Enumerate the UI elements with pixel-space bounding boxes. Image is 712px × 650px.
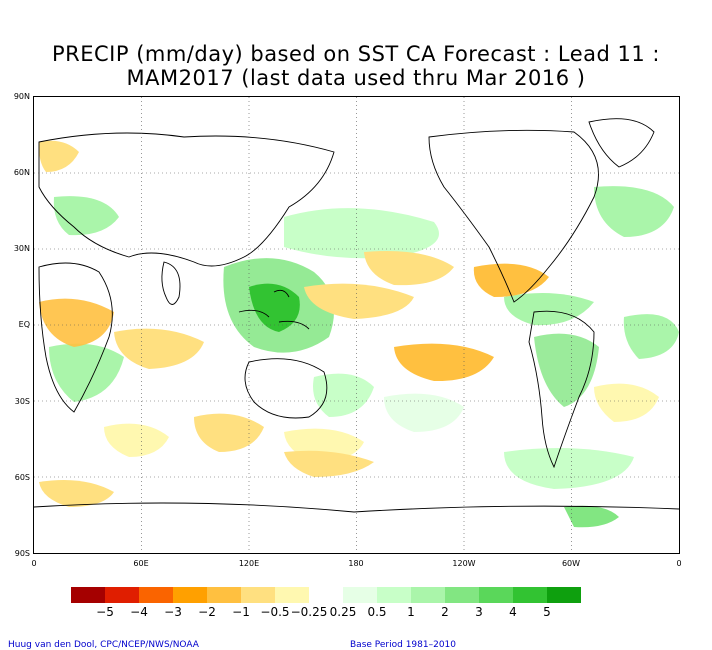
map-canvas — [34, 97, 679, 553]
legend-label: −2 — [198, 605, 216, 619]
legend-swatch — [445, 587, 479, 603]
lon-label-60e: 60E — [133, 559, 149, 568]
legend-swatch — [309, 587, 343, 603]
lon-label-0: 0 — [31, 559, 37, 568]
lat-label-eq: EQ — [18, 320, 30, 329]
lon-label-120w: 120W — [452, 559, 476, 568]
legend-label: −3 — [164, 605, 182, 619]
legend-label: −1 — [232, 605, 250, 619]
legend-swatch — [173, 587, 207, 603]
lon-label-120e: 120E — [238, 559, 260, 568]
dry-south-pacific-core — [394, 343, 494, 382]
dry-siberia — [38, 140, 79, 172]
legend-label: −5 — [96, 605, 114, 619]
legend-swatch — [275, 587, 309, 603]
continent-outlines — [34, 118, 679, 513]
legend-swatch — [71, 587, 105, 603]
color-legend — [71, 587, 581, 603]
outline-maritime-islands — [238, 289, 310, 330]
wet-southern-ocean — [504, 448, 634, 489]
dry-australia-south — [194, 413, 264, 452]
credit-author: Huug van den Dool, CPC/NCEP/NWS/NOAA — [8, 640, 199, 650]
legend-swatch — [105, 587, 139, 603]
wet-south-pacific — [313, 373, 374, 417]
lon-label-180: 180 — [348, 559, 364, 568]
legend-swatch — [547, 587, 581, 603]
outline-australia — [244, 358, 328, 419]
wet-east-atlantic — [623, 314, 679, 359]
outline-antarctica — [34, 502, 679, 513]
legend-label: 3 — [475, 605, 483, 619]
legend-label: 0.5 — [367, 605, 387, 619]
outline-india — [161, 261, 181, 305]
credit-base-period: Base Period 1981–2010 — [350, 640, 457, 650]
lat-label-60s: 60S — [14, 473, 30, 482]
wet-regions — [49, 186, 679, 528]
wet-north-atlantic — [594, 186, 674, 237]
wet-maritime-core — [249, 283, 300, 332]
legend-label: 1 — [407, 605, 415, 619]
dry-indian-ocean — [114, 328, 204, 369]
wet-north-pacific — [284, 208, 439, 259]
lat-label-30s: 30S — [14, 397, 30, 406]
outline-south-america — [528, 310, 595, 469]
outline-africa — [38, 262, 113, 413]
dry-equatorial-pacific — [304, 283, 414, 319]
wet-europe — [53, 196, 119, 236]
legend-swatch — [343, 587, 377, 603]
lat-label-60n: 60N — [13, 168, 30, 177]
dry-east-africa — [39, 298, 114, 347]
legend-swatch — [411, 587, 445, 603]
outline-greenland — [588, 118, 655, 168]
lat-label-30n: 30N — [13, 244, 30, 253]
lon-label-0-end: 0 — [676, 559, 682, 568]
lon-label-60w: 60W — [561, 559, 581, 568]
outline-north-america — [428, 129, 599, 303]
chart-title-line2: MAM2017 (last data used thru Mar 2016 ) — [126, 66, 586, 90]
dry-east-pacific — [284, 450, 374, 477]
wet-antarctic-coast — [564, 505, 619, 528]
precip-anomaly-map — [33, 96, 680, 554]
dry-north-pacific-east — [364, 251, 454, 286]
dry-regions — [38, 140, 659, 507]
dry-south-atlantic — [594, 383, 659, 422]
legend-swatch — [139, 587, 173, 603]
legend-label: 0.25 — [329, 605, 357, 619]
legend-label: 5 — [543, 605, 551, 619]
legend-label: −0.5 — [260, 605, 290, 619]
legend-label: 2 — [441, 605, 449, 619]
legend-swatch — [377, 587, 411, 603]
legend-swatch — [479, 587, 513, 603]
dry-southern-indian — [104, 423, 169, 457]
dry-southern-ocean-w — [39, 479, 114, 507]
lat-label-90s: 90S — [14, 549, 30, 558]
outline-eurasia — [38, 132, 335, 267]
legend-swatch — [207, 587, 241, 603]
legend-label: −4 — [130, 605, 148, 619]
legend-swatch — [241, 587, 275, 603]
legend-label: 4 — [509, 605, 517, 619]
lat-label-90n: 90N — [13, 92, 30, 101]
wet-indian-south — [49, 343, 124, 402]
legend-label: −0.25 — [290, 605, 328, 619]
wet-central-pacific-s — [384, 393, 464, 432]
graticule — [34, 97, 679, 553]
legend-swatch — [513, 587, 547, 603]
chart-title-line1: PRECIP (mm/day) based on SST CA Forecast… — [51, 42, 661, 66]
